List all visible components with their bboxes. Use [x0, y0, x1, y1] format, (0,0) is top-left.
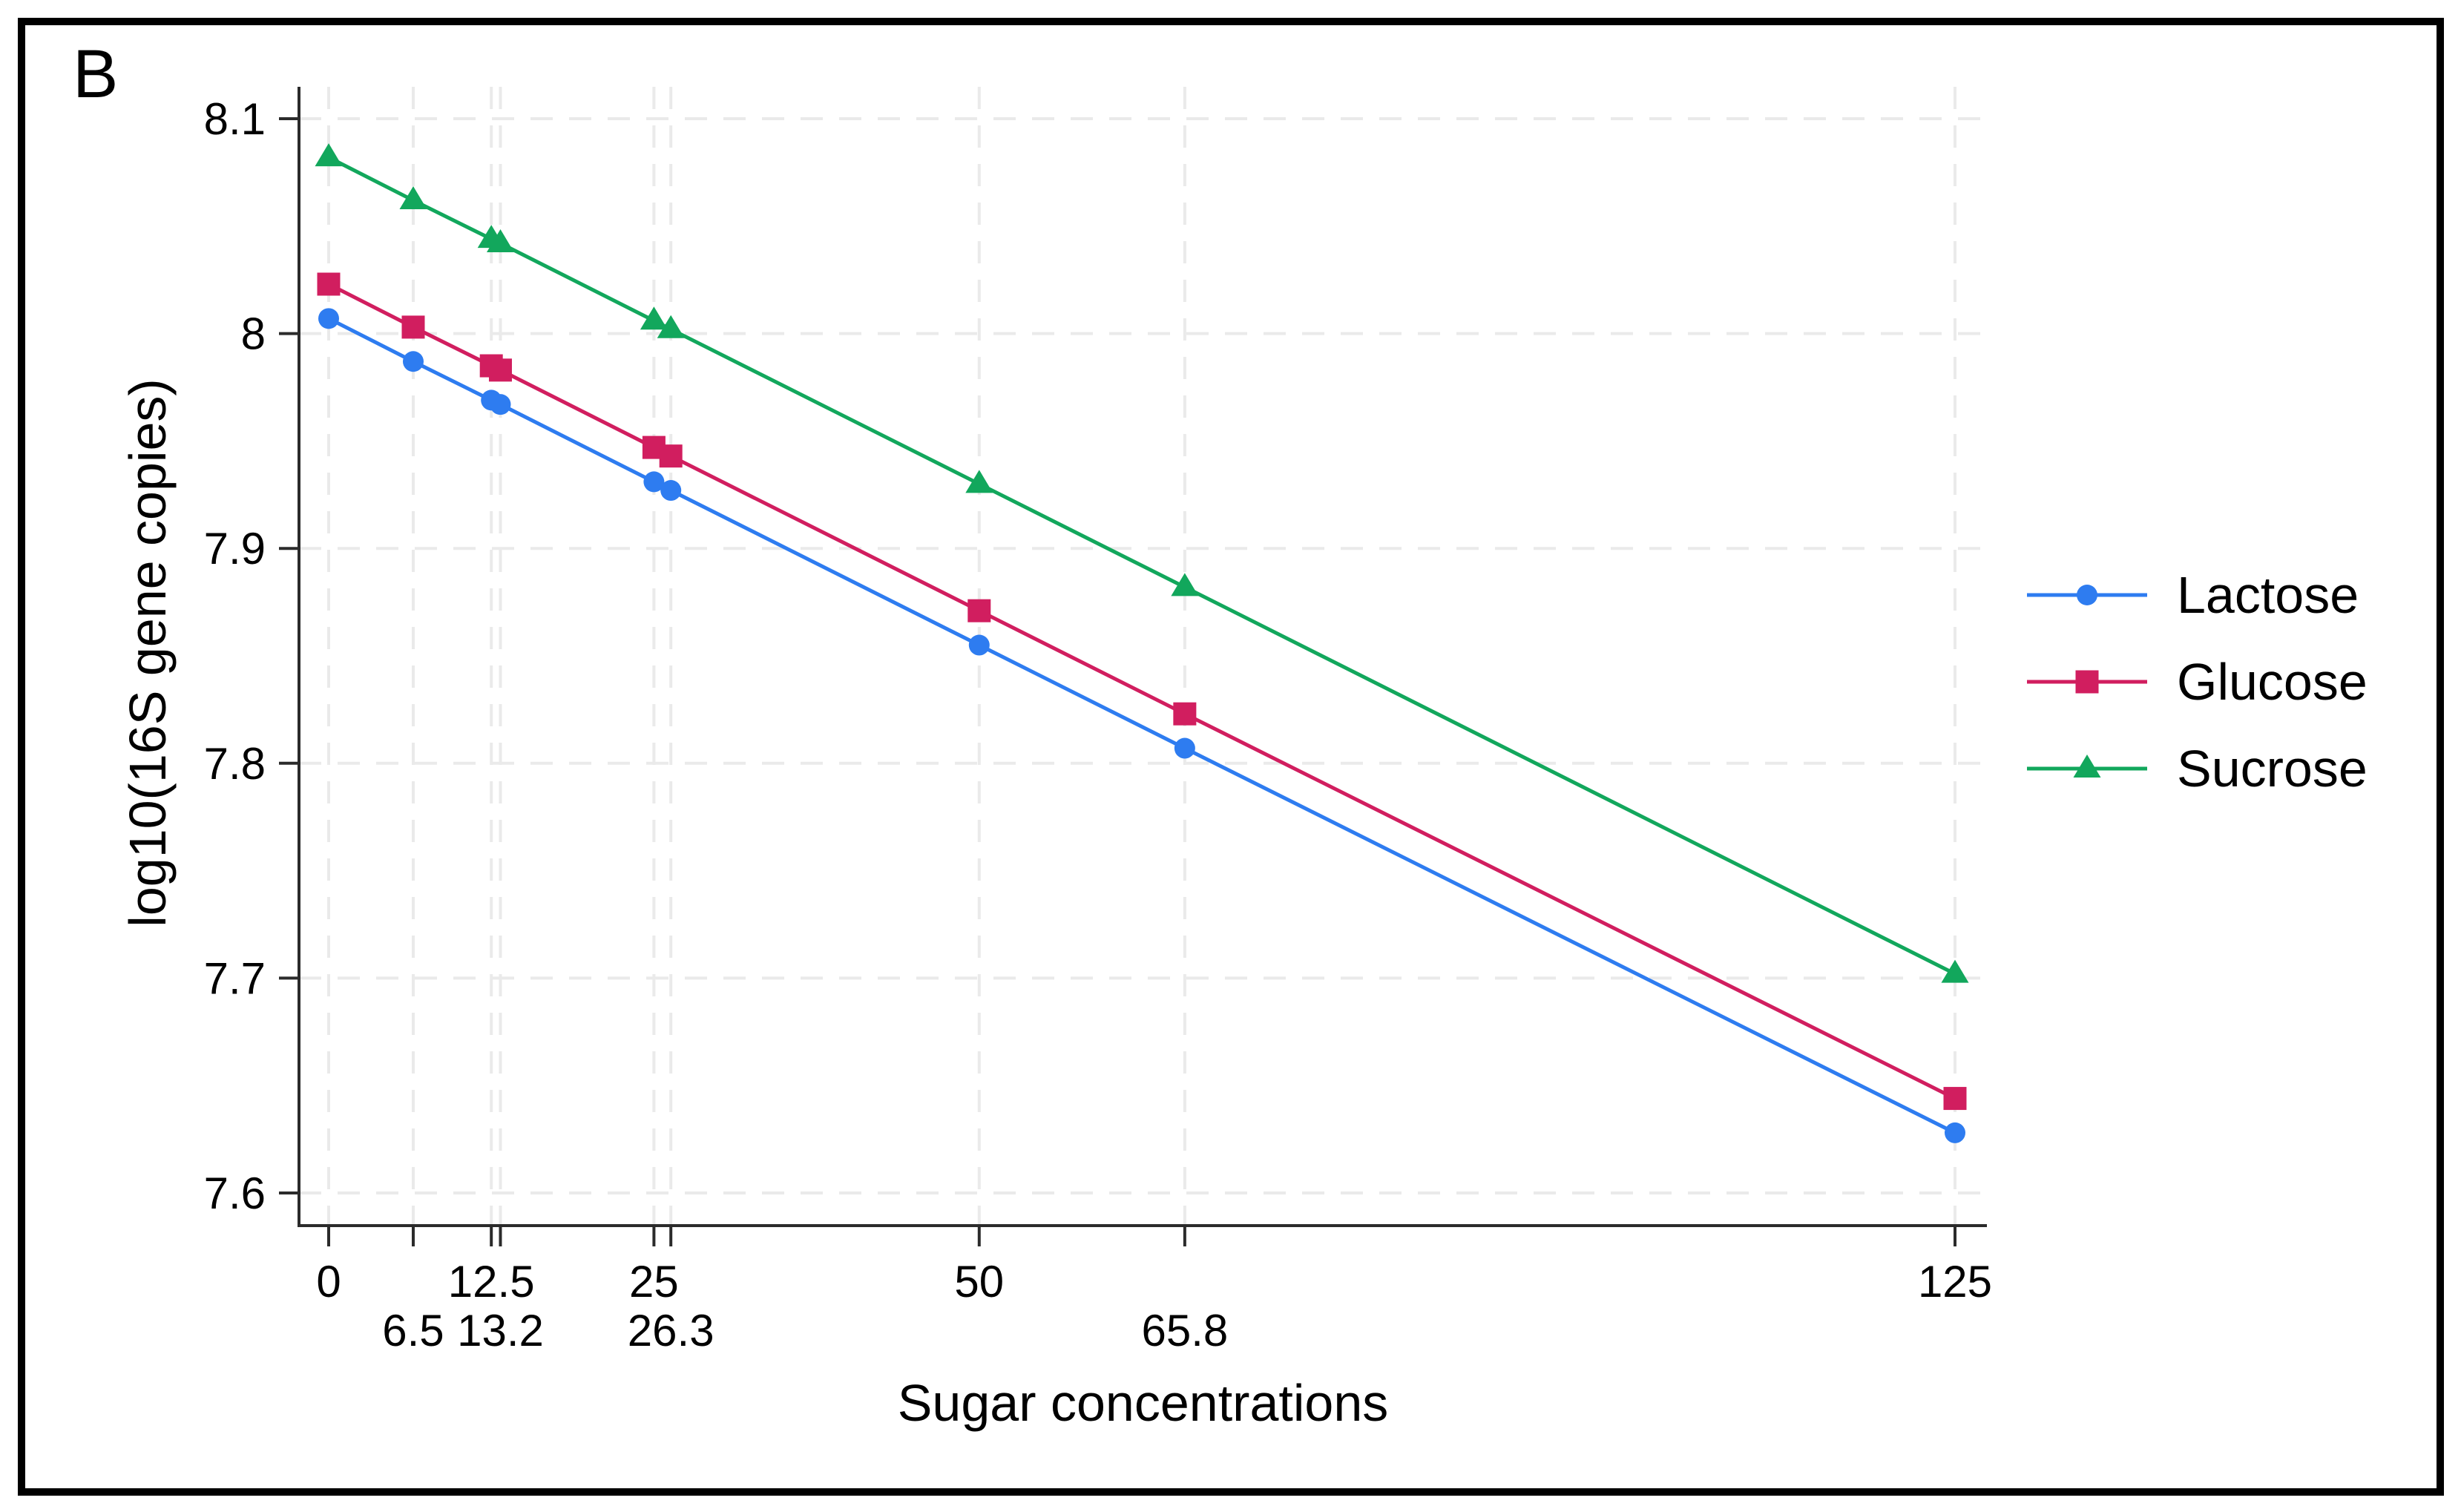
marker-circle [490, 394, 511, 415]
marker-triangle [640, 306, 668, 330]
marker-square [1943, 1087, 1967, 1111]
legend: Lactose Glucose Sucrose [2027, 566, 2368, 798]
marker-triangle [486, 229, 514, 252]
x-axis-title: Sugar concentrations [897, 1374, 1389, 1432]
figure-border [18, 18, 2444, 1496]
x-tick-label: 26.3 [628, 1306, 714, 1355]
marker-circle [318, 308, 339, 329]
marker-circle [968, 634, 990, 656]
series-line-lactose [326, 316, 1957, 1135]
legend-label-lactose: Lactose [2177, 566, 2359, 624]
sucrose-line-marker-icon [2027, 755, 2147, 778]
y-tick-label: 7.9 [204, 524, 266, 573]
marker-triangle [1941, 959, 1969, 983]
marker-circle [2077, 585, 2097, 605]
marker-circle [1945, 1122, 1965, 1143]
legend-row-glucose: Glucose [2027, 653, 2368, 711]
marker-circle [1174, 737, 1195, 759]
legend-row-lactose: Lactose [2027, 566, 2368, 624]
y-tick-label: 8 [241, 309, 266, 359]
marker-square [2075, 670, 2099, 694]
x-tick-label: 6.5 [382, 1306, 444, 1355]
marker-triangle [965, 470, 993, 493]
x-tick-label: 25 [629, 1257, 679, 1306]
glucose-line-marker-icon [2027, 670, 2147, 694]
x-tick-label: 0 [316, 1257, 341, 1306]
series-line-sucrose [326, 155, 1957, 976]
marker-square [401, 315, 425, 339]
series-line-glucose [326, 282, 1957, 1101]
marker-triangle [2073, 755, 2101, 778]
x-tick-label: 13.2 [457, 1306, 544, 1355]
marker-square [967, 599, 991, 622]
marker-triangle [657, 315, 685, 338]
y-tick-label: 7.8 [204, 739, 266, 789]
marker-square [488, 358, 512, 382]
legend-row-sucrose: Sucrose [2027, 740, 2368, 798]
legend-label-sucrose: Sucrose [2177, 740, 2368, 798]
x-tick-label: 65.8 [1141, 1306, 1228, 1355]
marker-square [1173, 702, 1197, 726]
legend-label-glucose: Glucose [2177, 653, 2368, 711]
y-tick-label: 7.7 [204, 953, 266, 1003]
marker-triangle [1171, 573, 1199, 596]
marker-square [317, 272, 341, 296]
x-tick-label: 125 [1918, 1257, 1992, 1306]
y-tick-label: 8.1 [204, 94, 266, 144]
marker-circle [402, 351, 424, 372]
panel-label: B [73, 36, 119, 112]
y-axis-title: log10(16S gene copies) [119, 378, 177, 927]
lactose-line-marker-icon [2027, 585, 2147, 605]
x-tick-label: 50 [954, 1257, 1004, 1306]
marker-circle [643, 471, 665, 493]
y-tick-label: 7.6 [204, 1168, 266, 1218]
marker-triangle [315, 143, 343, 167]
marker-square [659, 444, 683, 468]
marker-triangle [399, 186, 427, 210]
marker-circle [660, 480, 682, 502]
x-tick-label: 12.5 [448, 1257, 535, 1306]
